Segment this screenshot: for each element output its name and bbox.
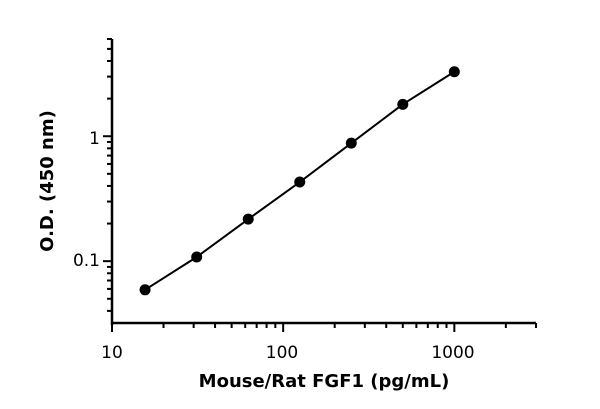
x-axis-title: Mouse/Rat FGF1 (pg/mL) (199, 371, 450, 392)
data-point (191, 251, 203, 263)
data-point (397, 98, 409, 110)
axes (110, 39, 536, 325)
data-point (139, 284, 151, 296)
series (139, 66, 460, 296)
x-tick-label-1000: 1000 (431, 343, 474, 363)
y-tick-label-0.1: 0.1 (73, 251, 100, 271)
data-point (242, 213, 254, 225)
data-point (448, 66, 460, 78)
x-tick-label-100: 100 (266, 343, 298, 363)
y-tick-label-1: 1 (89, 129, 100, 149)
x-tick-label-10: 10 (101, 343, 123, 363)
ticks (103, 38, 537, 332)
data-point (294, 176, 306, 188)
data-point (345, 137, 357, 149)
y-axis-title: O.D. (450 nm) (37, 110, 58, 252)
